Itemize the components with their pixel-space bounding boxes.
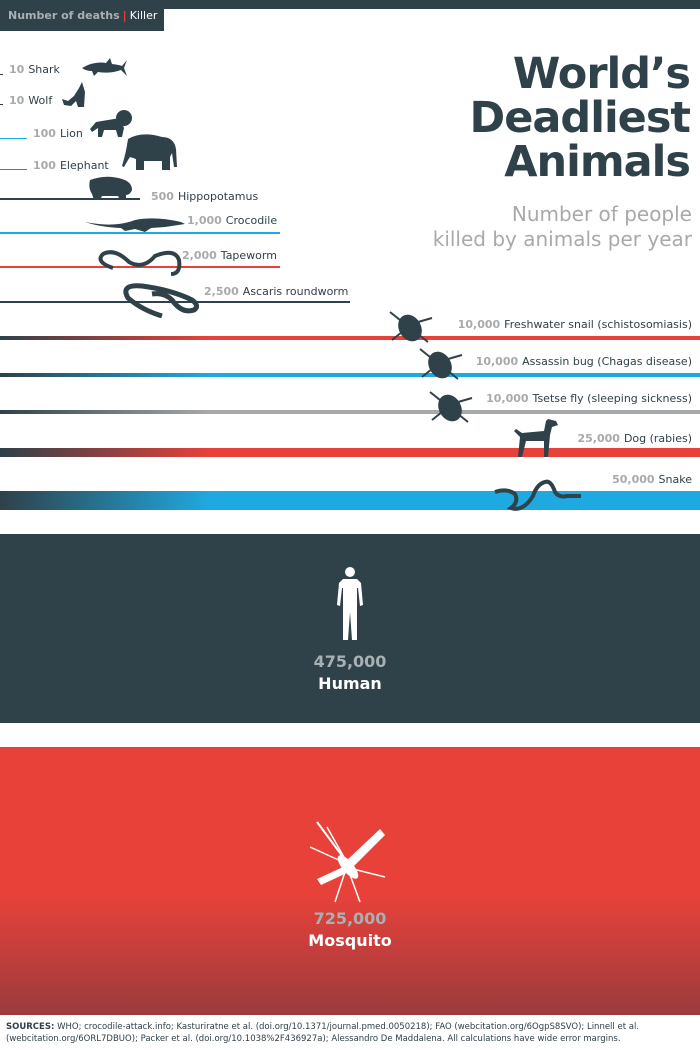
elephant-icon [122,133,178,175]
human-label: Human [318,674,382,693]
bar-category: Snake [658,473,692,486]
mosquito-label: Mosquito [308,931,392,950]
bar-0 [0,73,3,75]
bar-value: 25,000 [577,432,620,445]
dog-icon [512,417,558,463]
bar-label: 10,000 Freshwater snail (schistosomiasis) [458,318,692,331]
bar-label: 10 Shark [9,63,60,76]
hippo-icon [88,176,132,204]
bug-icon [388,308,434,348]
bar-11 [0,447,700,457]
bar-category: Assassin bug (Chagas disease) [522,355,692,368]
bar-value: 10,000 [486,392,529,405]
bar-category: Tapeworm [220,249,277,262]
title-line: Animals [504,137,691,187]
wolf-icon [62,82,88,112]
bar-category: Lion [59,127,83,140]
title-line: World’s [512,49,691,99]
legend-deaths: Number of deaths [8,9,120,22]
title-line: Deadliest [469,93,691,143]
bar-label: 10,000 Tsetse fly (sleeping sickness) [486,392,692,405]
top-bar [0,0,700,9]
bar-9 [0,373,700,377]
bar-category: Crocodile [225,214,278,227]
bar-label: 100 Elephant [33,159,109,172]
bar-label: 1,000 Crocodile [187,214,277,227]
bar-category: Wolf [28,94,53,107]
bar-8 [0,336,700,340]
bar-2 [0,137,27,139]
bug-icon [428,388,474,428]
human-value: 475,000 [313,652,387,671]
sources: SOURCES: WHO; crocodile-attack.info; Kas… [6,1021,696,1045]
bug-icon [418,345,464,385]
bar-value: 1,000 [187,214,222,227]
bar-value: 100 [33,159,56,172]
mosquito-value: 725,000 [313,909,387,928]
bar-6 [0,266,280,268]
bar-1 [0,103,3,105]
shark-icon [80,58,128,82]
bar-value: 10,000 [475,355,519,368]
croc-icon [85,216,185,236]
bar-4 [0,198,140,200]
legend-killer: Killer [129,9,158,22]
bar-label: 500 Hippopotamus [151,190,258,203]
page-title: World’s Deadliest Animals [469,49,691,187]
bar-label: 50,000 Snake [612,473,692,486]
bar-label: 2,500 Ascaris roundworm [204,285,348,298]
bar-value: 100 [33,127,56,140]
worm2-icon [122,280,202,322]
mosquito-block: 725,000 Mosquito [0,747,700,1015]
legend: Number of deaths | Killer [0,0,164,31]
mosquito-icon [309,821,386,903]
bar-label: 25,000 Dog (rabies) [577,432,692,445]
sources-label: SOURCES: [6,1022,55,1032]
bar-category: Tsetse fly (sleeping sickness) [532,392,692,405]
subtitle-line: Number of people [511,202,692,226]
bar-label: 10,000 Assassin bug (Chagas disease) [476,355,692,368]
snake-icon [493,476,583,516]
bar-label: 10 Wolf [9,94,52,107]
bar-category: Ascaris roundworm [242,285,349,298]
bar-category: Elephant [59,159,109,172]
bar-value: 10 [9,63,25,76]
bar-3 [0,168,27,170]
human-block: 475,000 Human [0,534,700,723]
bar-value: 50,000 [612,473,655,486]
bar-label: 2,000 Tapeworm [182,249,277,262]
bar-value: 2,500 [204,285,239,298]
subtitle: Number of people killed by animals per y… [433,202,692,252]
bar-5 [0,232,280,234]
subtitle-line: killed by animals per year [432,227,692,251]
bar-category: Hippopotamus [177,190,259,203]
lion-icon [90,110,134,142]
human-icon [337,567,363,640]
sources-text: WHO; crocodile-attack.info; Kasturiratne… [6,1022,640,1044]
worm-icon [95,248,185,280]
bar-10 [0,410,700,414]
bar-label: 100 Lion [33,127,83,140]
bar-value: 2,000 [182,249,217,262]
bar-category: Freshwater snail (schistosomiasis) [504,318,692,331]
bar-value: 500 [151,190,174,203]
bar-category: Dog (rabies) [623,432,692,445]
bar-value: 10 [9,94,25,107]
bar-value: 10,000 [457,318,501,331]
bar-12 [0,490,700,510]
bar-category: Shark [28,63,60,76]
legend-separator: | [122,9,127,22]
